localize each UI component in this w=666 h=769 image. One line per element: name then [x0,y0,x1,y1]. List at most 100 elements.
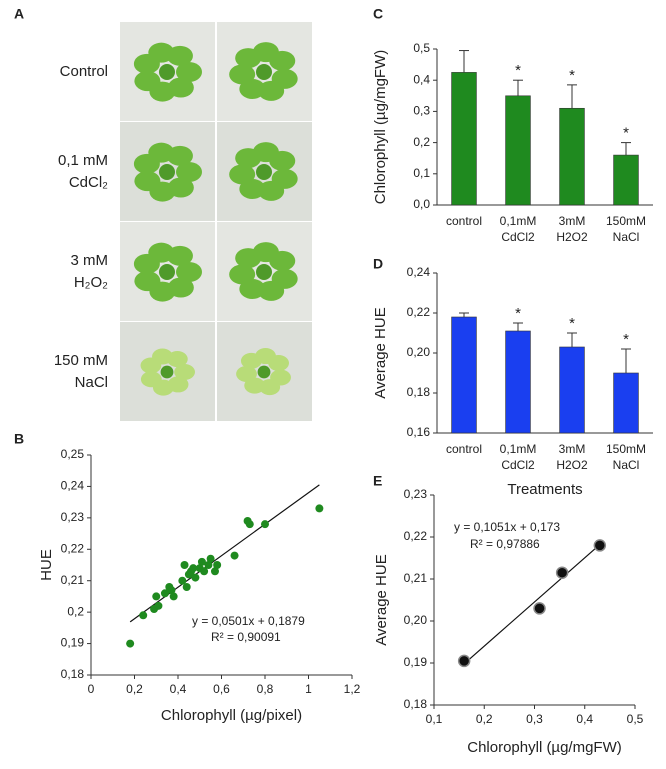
y-tick-label: 0,20 [407,345,431,359]
point [245,520,254,529]
r-squared: R² = 0,97886 [470,537,540,551]
x-tick-label: 150mM NaCl [606,214,646,244]
point [457,654,471,668]
leaf [269,250,296,271]
panel-label: E [373,473,382,489]
y-tick-label: 0,4 [413,72,430,86]
x-tick-label-line: H2O2 [556,458,588,472]
leaf [268,355,289,372]
row-label: NaCl [75,374,108,391]
point [154,601,163,610]
bar [559,346,585,434]
row-label: 150 mM [54,352,108,369]
bar [613,154,639,206]
row-label: 0,1 mM [58,152,108,169]
y-tick-label: 0,19 [61,636,85,650]
x-tick-label: 0,3 [526,712,543,726]
point [200,567,209,576]
bar [613,372,639,434]
x-tick-label-line: H2O2 [556,230,588,244]
bar [451,72,477,206]
rosette-center [257,365,271,379]
trendline [129,484,320,623]
y-tick-label: 0,19 [404,655,428,669]
x-tick-label: 1,2 [344,682,361,696]
x-tick-label: 0,2 [126,682,143,696]
y-axis-label: Average HUE [372,307,389,398]
point [213,561,222,569]
leaf [229,264,256,285]
x-tick-label-line: 3mM [559,442,586,456]
point [182,583,191,591]
leaf [176,262,202,282]
leaf [174,364,196,380]
x-tick-label: 1 [305,682,312,696]
y-tick-label: 0,20 [404,613,428,627]
y-tick-label: 0,24 [61,479,85,493]
panel-label: A [14,6,24,22]
point [167,586,176,595]
y-tick-label: 0,25 [61,447,85,461]
x-tick-label-line: NaCl [613,458,640,472]
y-tick-label: 0,18 [407,385,431,399]
x-tick-label-line: 3mM [559,214,586,228]
point [197,557,206,566]
rosette-center [159,264,175,280]
point [533,602,546,615]
point [152,592,161,601]
leaf [269,150,296,171]
point [191,573,200,582]
point [230,551,239,560]
leaf [229,64,256,85]
x-tick-label: control [446,214,482,228]
point [180,561,189,569]
point [593,539,607,552]
row-label: Control [60,63,108,80]
equation: y = 0,0501x + 0,1879 [192,614,305,628]
x-tick-label-line: CdCl2 [501,458,535,472]
y-tick-label: 0,18 [61,667,85,681]
row-label: 3 mM [71,252,109,269]
rosette-center [256,64,272,80]
rosette-center [256,264,272,280]
x-tick-label: 0,8 [257,682,274,696]
significance: * [623,125,629,142]
row-label: H₂O₂ [74,274,108,291]
x-tick-label: 0,1mM CdCl2 [500,214,537,244]
x-axis-label: Chlorophyll (µg/pixel) [161,707,302,724]
leaf [176,162,202,182]
x-tick-label: 0,1mM CdCl2 [500,442,537,472]
significance: * [569,315,575,332]
x-tick-label-line: 150mM [606,442,646,456]
point [315,504,324,513]
y-tick-label: 0,22 [61,541,85,555]
significance: * [515,62,521,79]
y-tick-label: 0,1 [413,166,430,180]
y-axis-label: Average HUE [373,554,390,645]
x-tick-label-line: 0,1mM [500,442,537,456]
leaf [229,164,256,185]
x-tick-label: 0,4 [576,712,593,726]
leaf [176,62,202,82]
rosette-center [256,164,272,180]
rosette-center [160,365,174,379]
y-tick-label: 0,2 [413,135,430,149]
significance: * [569,67,575,84]
x-tick-label-line: 0,1mM [500,214,537,228]
leaf [166,145,193,166]
y-tick-label: 0,0 [413,197,430,211]
y-tick-label: 0,22 [407,305,431,319]
y-tick-label: 0,23 [61,510,85,524]
leaf [134,71,161,92]
y-tick-label: 0,16 [407,425,431,439]
leaf [236,365,257,382]
x-tick-label: 150mM NaCl [606,442,646,472]
leaf [269,50,296,71]
x-tick-label-line: 150mM [606,214,646,228]
leaf [140,371,162,388]
rosette-center [159,64,175,80]
panel-label: C [373,6,383,22]
leaf [166,351,188,368]
leaf [134,171,161,192]
